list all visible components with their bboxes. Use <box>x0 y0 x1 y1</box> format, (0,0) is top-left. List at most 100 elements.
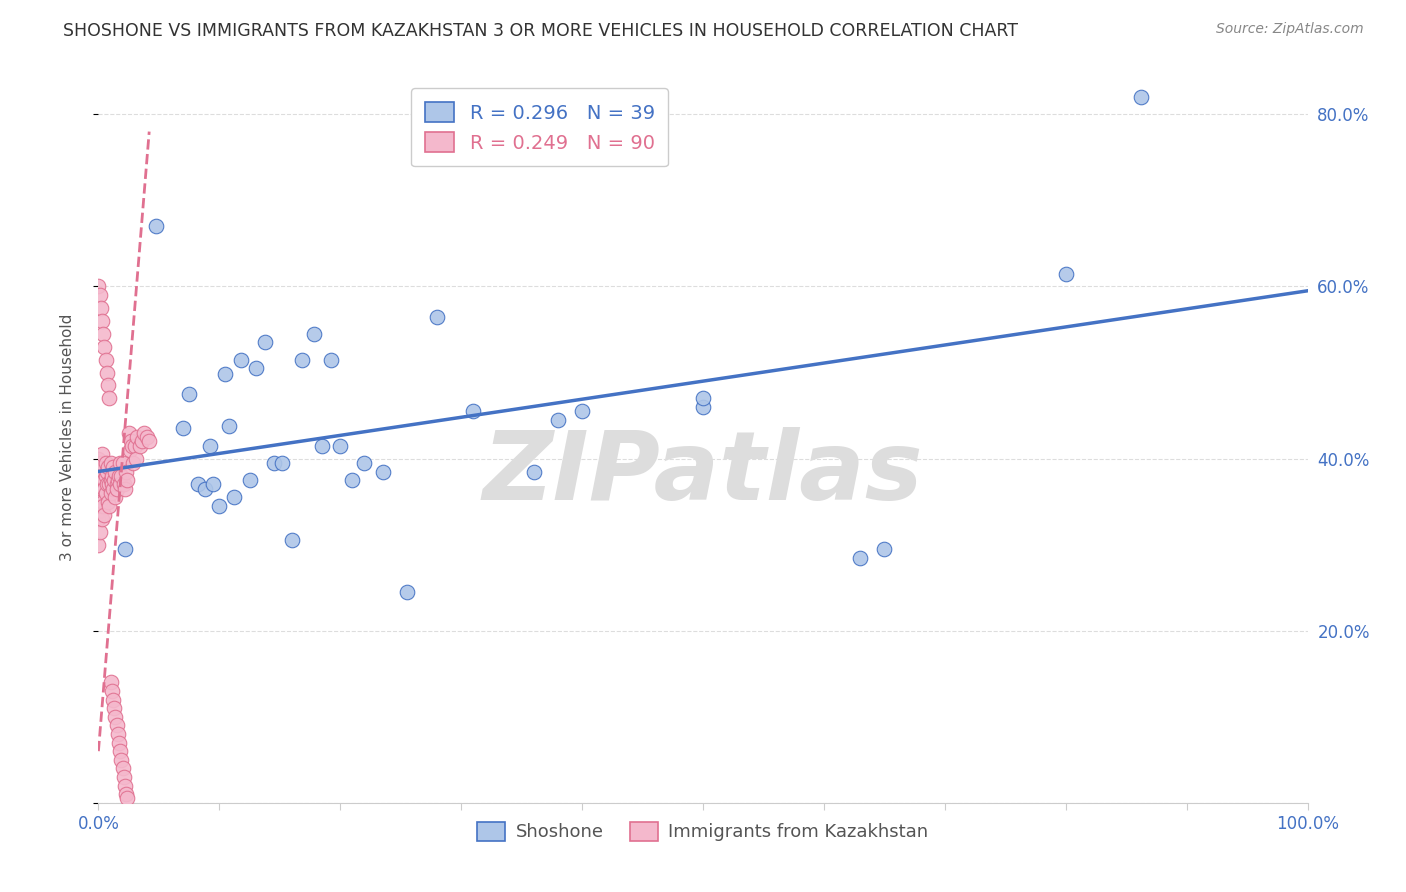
Point <box>96 465 118 479</box>
Point <box>87 491 110 505</box>
Legend: Shoshone, Immigrants from Kazakhstan: Shoshone, Immigrants from Kazakhstan <box>470 814 936 848</box>
Point <box>187 477 209 491</box>
Point <box>110 753 132 767</box>
Point <box>194 482 217 496</box>
Point <box>100 486 122 500</box>
Point <box>100 468 122 483</box>
Point <box>125 451 148 466</box>
Point <box>98 477 121 491</box>
Point <box>108 744 131 758</box>
Point <box>1054 267 1077 281</box>
Point <box>395 585 418 599</box>
Point <box>426 310 449 324</box>
Point <box>94 486 117 500</box>
Point <box>101 460 124 475</box>
Point <box>290 352 312 367</box>
Point <box>121 439 143 453</box>
Point <box>208 499 231 513</box>
Point <box>245 361 267 376</box>
Point <box>329 439 352 453</box>
Point <box>107 473 129 487</box>
Point <box>202 477 225 491</box>
Point <box>108 456 131 470</box>
Text: SHOSHONE VS IMMIGRANTS FROM KAZAKHSTAN 3 OR MORE VEHICLES IN HOUSEHOLD CORRELATI: SHOSHONE VS IMMIGRANTS FROM KAZAKHSTAN 3… <box>63 22 1018 40</box>
Point <box>311 439 333 453</box>
Point <box>218 418 240 433</box>
Point <box>108 735 131 749</box>
Point <box>89 288 111 302</box>
Point <box>112 770 135 784</box>
Point <box>229 352 252 367</box>
Point <box>89 494 111 508</box>
Point <box>342 473 364 487</box>
Point <box>107 727 129 741</box>
Point <box>135 430 157 444</box>
Point <box>353 456 375 470</box>
Point <box>115 787 138 801</box>
Point <box>179 387 201 401</box>
Point <box>371 465 394 479</box>
Point <box>122 456 145 470</box>
Point <box>90 301 112 315</box>
Point <box>94 352 117 367</box>
Point <box>692 392 714 406</box>
Point <box>91 494 114 508</box>
Point <box>873 541 896 556</box>
Text: Source: ZipAtlas.com: Source: ZipAtlas.com <box>1216 22 1364 37</box>
Point <box>117 791 139 805</box>
Point <box>118 442 141 457</box>
Point <box>90 473 112 487</box>
Point <box>100 675 122 690</box>
Point <box>93 482 115 496</box>
Point <box>849 550 872 565</box>
Point <box>138 434 160 449</box>
Text: ZIPatlas: ZIPatlas <box>482 427 924 520</box>
Point <box>105 718 128 732</box>
Point <box>108 468 131 483</box>
Point <box>114 541 136 556</box>
Point <box>114 779 136 793</box>
Point <box>91 314 114 328</box>
Point <box>89 465 111 479</box>
Point <box>120 434 142 449</box>
Point <box>104 491 127 505</box>
Point <box>254 335 277 350</box>
Point <box>91 468 114 483</box>
Point <box>271 456 294 470</box>
Point <box>127 430 149 444</box>
Point <box>97 460 120 475</box>
Point <box>100 456 122 470</box>
Point <box>319 352 342 367</box>
Point <box>98 392 121 406</box>
Point <box>115 465 138 479</box>
Point <box>91 499 114 513</box>
Point <box>110 468 132 483</box>
Point <box>90 503 112 517</box>
Point <box>1129 90 1152 104</box>
Point <box>87 451 110 466</box>
Point <box>91 482 114 496</box>
Point <box>214 368 236 382</box>
Point <box>145 219 167 234</box>
Point <box>87 468 110 483</box>
Point <box>87 512 110 526</box>
Point <box>103 701 125 715</box>
Point <box>302 326 325 341</box>
Point <box>103 473 125 487</box>
Point <box>89 477 111 491</box>
Point <box>523 465 546 479</box>
Point <box>104 465 127 479</box>
Point <box>692 400 714 414</box>
Point <box>131 434 153 449</box>
Point <box>463 404 485 418</box>
Point <box>239 473 262 487</box>
Point <box>100 684 122 698</box>
Point <box>97 494 120 508</box>
Point <box>94 456 117 470</box>
Point <box>111 761 134 775</box>
Point <box>94 468 117 483</box>
Point <box>547 413 569 427</box>
Point <box>87 279 110 293</box>
Point <box>117 473 139 487</box>
Point <box>101 482 124 496</box>
